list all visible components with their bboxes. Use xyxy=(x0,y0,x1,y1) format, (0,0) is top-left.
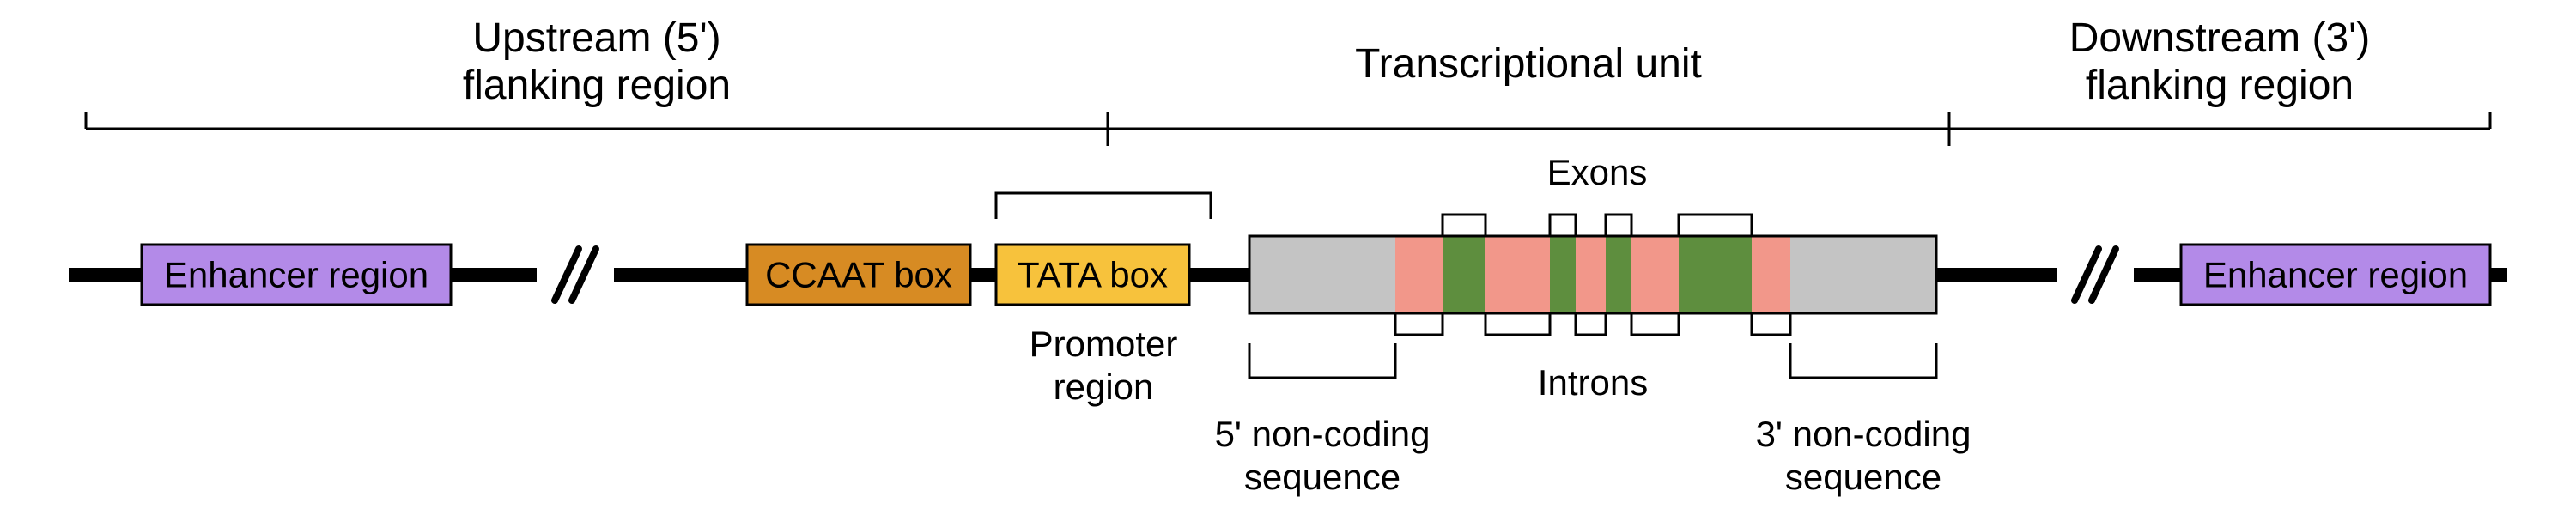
intron-bracket-3 xyxy=(1631,313,1679,335)
exon-bracket-2 xyxy=(1606,215,1631,236)
enhancer_left-label: Enhancer region xyxy=(164,255,428,295)
exons-label: Exons xyxy=(1547,152,1648,192)
tata-label: TATA box xyxy=(1018,255,1168,295)
tu-intron xyxy=(1576,236,1606,313)
promoter-bracket xyxy=(996,193,1211,219)
three-nc-bracket xyxy=(1790,343,1936,378)
downstream-label-2: flanking region xyxy=(2086,63,2354,108)
three-nc-label-2: sequence xyxy=(1785,457,1941,497)
five-nc-label-1: 5' non-coding xyxy=(1215,414,1431,454)
intron-bracket-2 xyxy=(1576,313,1606,335)
tu-intron xyxy=(1752,236,1790,313)
five-nc-bracket xyxy=(1249,343,1395,378)
tu-intron xyxy=(1631,236,1679,313)
ccaat-label: CCAAT box xyxy=(765,255,952,295)
intron-bracket-1 xyxy=(1485,313,1550,335)
downstream-label-1: Downstream (3') xyxy=(2069,15,2371,61)
promoter-label-1: Promoter xyxy=(1030,324,1178,364)
tu-noncoding xyxy=(1790,236,1936,313)
exon-bracket-0 xyxy=(1443,215,1485,236)
exon-bracket-1 xyxy=(1550,215,1576,236)
tu-intron xyxy=(1395,236,1443,313)
five-nc-label-2: sequence xyxy=(1244,457,1400,497)
tu-intron xyxy=(1485,236,1550,313)
upstream-label-2: flanking region xyxy=(463,63,731,108)
tu-exon xyxy=(1679,236,1752,313)
tu-exon xyxy=(1606,236,1631,313)
three-nc-label-1: 3' non-coding xyxy=(1756,414,1971,454)
tu-noncoding xyxy=(1249,236,1395,313)
enhancer_right-label: Enhancer region xyxy=(2203,255,2468,295)
tu-exon xyxy=(1550,236,1576,313)
tu-exon xyxy=(1443,236,1485,313)
exon-bracket-3 xyxy=(1679,215,1752,236)
intron-bracket-0 xyxy=(1395,313,1443,335)
introns-label: Introns xyxy=(1538,362,1648,403)
upstream-label-1: Upstream (5') xyxy=(472,15,720,61)
promoter-label-2: region xyxy=(1054,367,1154,407)
intron-bracket-4 xyxy=(1752,313,1790,335)
trans-unit-label: Transcriptional unit xyxy=(1355,41,1702,87)
